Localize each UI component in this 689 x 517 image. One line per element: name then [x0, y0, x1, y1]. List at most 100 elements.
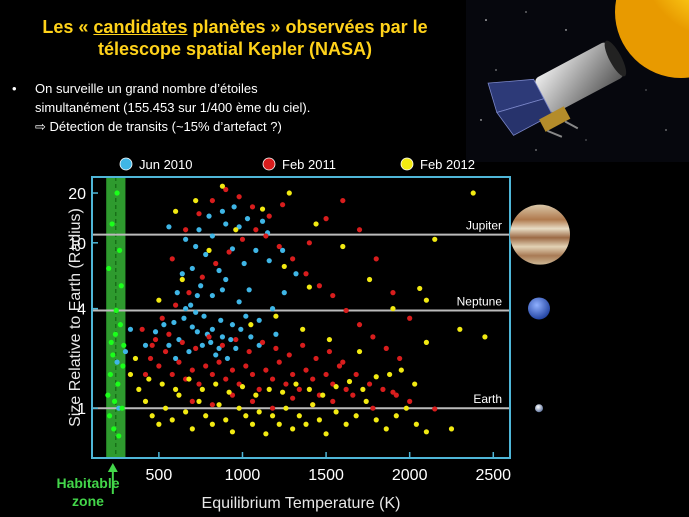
data-point-feb-2012-68 — [366, 276, 373, 283]
data-point-feb-2011-57 — [253, 227, 259, 233]
data-point-feb-2012-35 — [383, 426, 389, 432]
data-point-feb-2012-19 — [256, 409, 262, 415]
data-point-jun-2010-42 — [231, 204, 237, 210]
data-point-jun-2010-41 — [219, 208, 226, 214]
bullet-dot: • — [12, 81, 17, 96]
data-point-jun-2010-66 — [183, 306, 189, 312]
data-point-feb-2011-70 — [303, 271, 309, 277]
kepler-telescope-illustration — [466, 0, 689, 162]
data-point-habitable-zone-2 — [110, 352, 116, 358]
data-point-jun-2010-16 — [248, 334, 254, 340]
data-point-feb-2012-4 — [156, 421, 162, 427]
data-point-feb-2011-85 — [330, 398, 336, 404]
legend-marker-feb-2012 — [400, 157, 414, 171]
x-tick-label-1500: 1500 — [308, 467, 344, 484]
data-point-feb-2011-12 — [229, 367, 236, 373]
data-point-feb-2012-69 — [390, 306, 396, 312]
data-point-feb-2012-16 — [236, 405, 242, 411]
bullet-line-2: simultanément (155.453 sur 1/400 ème du … — [35, 100, 311, 115]
data-point-feb-2012-37 — [403, 405, 409, 411]
data-point-feb-2011-51 — [173, 302, 179, 308]
data-point-jun-2010-20 — [198, 283, 204, 289]
data-point-feb-2011-83 — [290, 395, 296, 401]
data-point-feb-2011-73 — [343, 307, 349, 314]
data-point-feb-2012-82 — [412, 381, 418, 387]
data-point-jun-2010-53 — [293, 271, 299, 277]
title-line-1: Les « candidates planètes » observées pa… — [0, 16, 470, 38]
bullet-line-3: ⇨ Détection de transits (~15% d’artefact… — [35, 119, 282, 134]
data-point-feb-2012-33 — [363, 398, 369, 404]
data-point-feb-2012-89 — [306, 284, 312, 290]
title-pre: Les « — [42, 17, 94, 37]
data-point-feb-2012-57 — [360, 386, 366, 392]
data-point-jun-2010-50 — [256, 317, 262, 323]
data-point-feb-2011-41 — [300, 342, 306, 348]
data-point-jun-2010-13 — [216, 345, 222, 351]
data-point-jun-2010-2 — [199, 342, 205, 348]
data-point-feb-2011-43 — [326, 348, 333, 355]
data-point-feb-2011-75 — [370, 334, 376, 340]
data-point-feb-2011-0 — [147, 355, 154, 362]
data-point-feb-2012-34 — [373, 417, 379, 423]
legend-marker-feb-2011 — [262, 157, 276, 171]
data-point-feb-2011-22 — [296, 386, 302, 392]
data-point-jun-2010-46 — [171, 319, 177, 326]
plot-frame — [91, 176, 511, 459]
data-point-feb-2012-51 — [280, 389, 286, 395]
data-point-feb-2011-15 — [249, 371, 256, 378]
data-point-habitable-zone-12 — [113, 307, 119, 314]
habitable-zone-label: Habitable zone — [38, 474, 138, 510]
data-point-feb-2011-61 — [183, 227, 189, 233]
data-point-jun-2010-33 — [223, 221, 229, 227]
y-tick-label-10: 10 — [68, 236, 86, 253]
data-point-jun-2010-69 — [280, 247, 286, 253]
neptune-planet-image — [528, 297, 550, 320]
data-point-feb-2012-0 — [127, 371, 134, 378]
data-point-feb-2011-52 — [186, 290, 192, 296]
data-point-jun-2010-23 — [236, 299, 242, 305]
data-point-feb-2011-40 — [286, 352, 292, 358]
data-point-feb-2011-47 — [380, 386, 386, 392]
reference-label-neptune: Neptune — [457, 294, 503, 308]
data-point-habitable-zone-5 — [117, 322, 124, 328]
data-point-feb-2012-43 — [173, 386, 179, 392]
data-point-feb-2011-62 — [196, 211, 202, 217]
data-point-jun-2010-54 — [256, 342, 262, 348]
data-point-jun-2010-29 — [241, 260, 247, 267]
data-point-feb-2011-59 — [280, 202, 286, 208]
data-point-jun-2010-49 — [224, 355, 231, 362]
data-point-feb-2012-25 — [296, 413, 302, 419]
data-point-feb-2011-80 — [229, 392, 236, 398]
data-point-feb-2012-85 — [300, 326, 306, 332]
data-point-feb-2012-40 — [132, 355, 139, 362]
title-line-2: télescope spatial Kepler (NASA) — [97, 39, 373, 59]
data-point-feb-2012-23 — [283, 405, 289, 411]
data-point-jun-2010-31 — [196, 227, 202, 233]
data-point-jun-2010-5 — [229, 322, 236, 328]
data-point-feb-2011-34 — [206, 334, 212, 340]
data-point-jun-2010-64 — [243, 313, 249, 319]
habitable-arrow-head — [107, 463, 118, 472]
data-point-jun-2010-67 — [219, 287, 226, 293]
data-point-habitable-zone-4 — [115, 381, 121, 387]
data-point-feb-2011-28 — [336, 363, 343, 369]
data-point-jun-2010-15 — [238, 326, 244, 332]
y-axis-label: Size Relative to Earth (Radius) — [67, 208, 84, 427]
data-point-feb-2011-88 — [432, 406, 438, 412]
data-point-feb-2012-62 — [206, 247, 212, 253]
data-point-feb-2011-94 — [323, 216, 329, 222]
data-point-jun-2010-45 — [166, 224, 172, 230]
data-point-feb-2011-93 — [306, 240, 312, 246]
data-point-jun-2010-25 — [189, 265, 195, 272]
data-point-feb-2012-53 — [306, 386, 312, 392]
data-point-jun-2010-35 — [253, 247, 259, 253]
data-point-feb-2011-1 — [156, 363, 162, 369]
data-point-feb-2012-8 — [183, 409, 189, 415]
data-point-jun-2010-62 — [161, 322, 167, 328]
telescope-shape — [487, 40, 627, 138]
data-point-feb-2011-67 — [263, 233, 269, 239]
data-point-feb-2012-55 — [333, 384, 339, 390]
data-point-feb-2011-69 — [290, 256, 296, 262]
data-point-feb-2012-22 — [276, 421, 282, 427]
data-point-feb-2011-29 — [343, 386, 349, 392]
